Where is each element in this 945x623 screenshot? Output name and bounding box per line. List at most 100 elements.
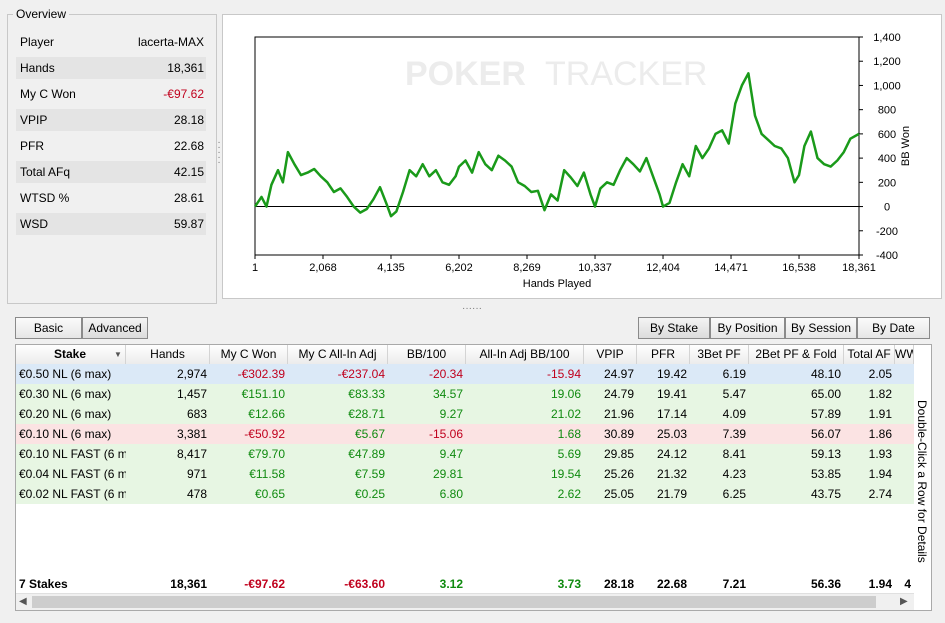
column-header[interactable]: My C Won xyxy=(210,345,288,364)
overview-label: Total AFq xyxy=(20,165,71,179)
by-position-button[interactable]: By Position xyxy=(710,317,785,339)
overview-row: WTSD % 28.61 xyxy=(16,187,206,209)
total-cell: 18,361 xyxy=(170,577,207,591)
table-cell: 1.86 xyxy=(868,427,892,441)
horizontal-splitter-grip[interactable]: ······ xyxy=(462,303,482,314)
table-cell: -€302.39 xyxy=(237,367,285,381)
overview-value: 59.87 xyxy=(173,217,204,231)
overview-row: WSD 59.87 xyxy=(16,213,206,235)
overview-value: lacerta-MAX xyxy=(137,35,204,49)
table-row[interactable]: €0.02 NL FAST (6 ma 478 €0.65 €0.25 6.80 2.62… xyxy=(16,484,914,504)
total-cell: 3.73 xyxy=(557,577,581,591)
scroll-left-arrow-icon[interactable]: ◀ xyxy=(19,596,27,607)
table-cell: 53.85 xyxy=(810,467,841,481)
column-header[interactable]: PFR xyxy=(637,345,690,364)
table-cell: €0.20 NL (6 max) xyxy=(19,407,112,421)
x-tick-label: 16,538 xyxy=(782,262,816,274)
column-header[interactable]: BB/100 xyxy=(388,345,466,364)
table-cell: 25.05 xyxy=(603,487,634,501)
advanced-tab-button[interactable]: Advanced xyxy=(82,317,148,339)
y-axis-label: BB Won xyxy=(900,126,912,166)
total-cell: 4 xyxy=(904,577,911,591)
y-tick-label: 200 xyxy=(878,177,896,189)
table-cell: 6.80 xyxy=(439,487,463,501)
x-tick-label: 2,068 xyxy=(309,262,337,274)
horizontal-scrollbar[interactable]: ◀ ▶ xyxy=(16,593,914,610)
overview-label: Hands xyxy=(20,61,55,75)
table-row[interactable]: €0.50 NL (6 max) 2,974 -€302.39 -€237.04 -20… xyxy=(16,364,914,384)
overview-value: 18,361 xyxy=(167,61,204,75)
table-cell: 1.82 xyxy=(868,387,892,401)
table-header-row: Stake Hands My C Won My C All-In Adj BB/100 A… xyxy=(16,345,914,365)
by-date-button[interactable]: By Date xyxy=(857,317,930,339)
table-row[interactable]: €0.30 NL (6 max) 1,457 €151.10 €83.33 34.57 1… xyxy=(16,384,914,404)
watermark-tracker: TRACKER xyxy=(545,55,707,93)
table-cell: 6.19 xyxy=(722,367,746,381)
table-cell: 2.05 xyxy=(868,367,892,381)
table-cell: €0.10 NL (6 max) xyxy=(19,427,112,441)
vertical-splitter-grip[interactable]: · · · · · xyxy=(217,137,221,168)
overview-row: My C Won -€97.62 xyxy=(16,83,206,105)
table-row[interactable]: €0.10 NL FAST (6 ma 8,417 €79.70 €47.89 9.47… xyxy=(16,444,914,464)
column-header[interactable]: 3Bet PF xyxy=(690,345,749,364)
table-row[interactable]: €0.04 NL FAST (6 ma 971 €11.58 €7.59 29.81 19… xyxy=(16,464,914,484)
table-cell: 65.00 xyxy=(810,387,841,401)
overview-value: 22.68 xyxy=(173,139,204,153)
table-cell: 21.79 xyxy=(656,487,687,501)
winnings-chart-panel: POKER TRACKER 1,400 1,200 1,000 800 600 400 200 0… xyxy=(222,14,942,299)
table-cell: €28.71 xyxy=(348,407,385,421)
basic-tab-button[interactable]: Basic xyxy=(15,317,82,339)
x-tick-label: 6,202 xyxy=(445,262,473,274)
overview-value: 42.15 xyxy=(173,165,204,179)
column-header[interactable]: All-In Adj BB/100 xyxy=(466,345,584,364)
table-total-row: 7 Stakes 18,361 -€97.62 -€63.60 3.12 3.73 28.1… xyxy=(16,574,914,594)
column-header[interactable]: Hands xyxy=(126,345,210,364)
table-cell: 56.07 xyxy=(810,427,841,441)
by-session-button[interactable]: By Session xyxy=(785,317,857,339)
column-header[interactable]: 2Bet PF & Fold xyxy=(749,345,844,364)
column-header[interactable]: Stake xyxy=(16,345,126,364)
table-cell: 5.69 xyxy=(557,447,581,461)
table-cell: 19.54 xyxy=(550,467,581,481)
scroll-right-arrow-icon[interactable]: ▶ xyxy=(900,596,908,607)
table-cell: 7.39 xyxy=(722,427,746,441)
table-cell: €0.10 NL FAST (6 ma xyxy=(19,447,126,461)
table-cell: 3,381 xyxy=(176,427,207,441)
column-header[interactable]: WW xyxy=(895,345,914,364)
overview-label: WTSD % xyxy=(20,191,70,205)
table-cell: -€237.04 xyxy=(337,367,385,381)
column-header[interactable]: My C All-In Adj xyxy=(288,345,388,364)
table-cell: 1.91 xyxy=(868,407,892,421)
column-header[interactable]: Total AF xyxy=(844,345,895,364)
table-cell: 29.81 xyxy=(432,467,463,481)
scrollbar-thumb[interactable] xyxy=(32,596,876,608)
table-cell: 5.47 xyxy=(722,387,746,401)
table-cell: 59.13 xyxy=(810,447,841,461)
table-cell: -15.06 xyxy=(428,427,463,441)
table-cell: 25.26 xyxy=(603,467,634,481)
overview-label: PFR xyxy=(20,139,44,153)
table-cell: 4.23 xyxy=(722,467,746,481)
column-header[interactable]: VPIP xyxy=(584,345,637,364)
stats-table: Stake Hands My C Won My C All-In Adj BB/100 A… xyxy=(15,344,932,611)
table-cell: 21.96 xyxy=(603,407,634,421)
table-cell: €12.66 xyxy=(248,407,285,421)
table-cell: 8,417 xyxy=(176,447,207,461)
table-cell: 1.94 xyxy=(868,467,892,481)
table-row[interactable]: €0.10 NL (6 max) 3,381 -€50.92 €5.67 -15.06 1… xyxy=(16,424,914,444)
y-tick-label: -400 xyxy=(876,250,898,262)
table-cell: €7.59 xyxy=(354,467,385,481)
y-tick-label: 1,200 xyxy=(873,56,901,68)
total-cell: 28.18 xyxy=(603,577,634,591)
x-tick-label: 8,269 xyxy=(513,262,541,274)
table-cell: 19.42 xyxy=(656,367,687,381)
y-tick-label: 0 xyxy=(884,202,890,214)
table-cell: 1,457 xyxy=(176,387,207,401)
table-cell: 43.75 xyxy=(810,487,841,501)
table-row[interactable]: €0.20 NL (6 max) 683 €12.66 €28.71 9.27 21.02… xyxy=(16,404,914,424)
overview-row: Total AFq 42.15 xyxy=(16,161,206,183)
by-stake-button[interactable]: By Stake xyxy=(638,317,710,339)
table-cell: 24.12 xyxy=(656,447,687,461)
sort-dropdown-icon[interactable]: ▼ xyxy=(114,350,122,359)
table-cell: €0.65 xyxy=(254,487,285,501)
